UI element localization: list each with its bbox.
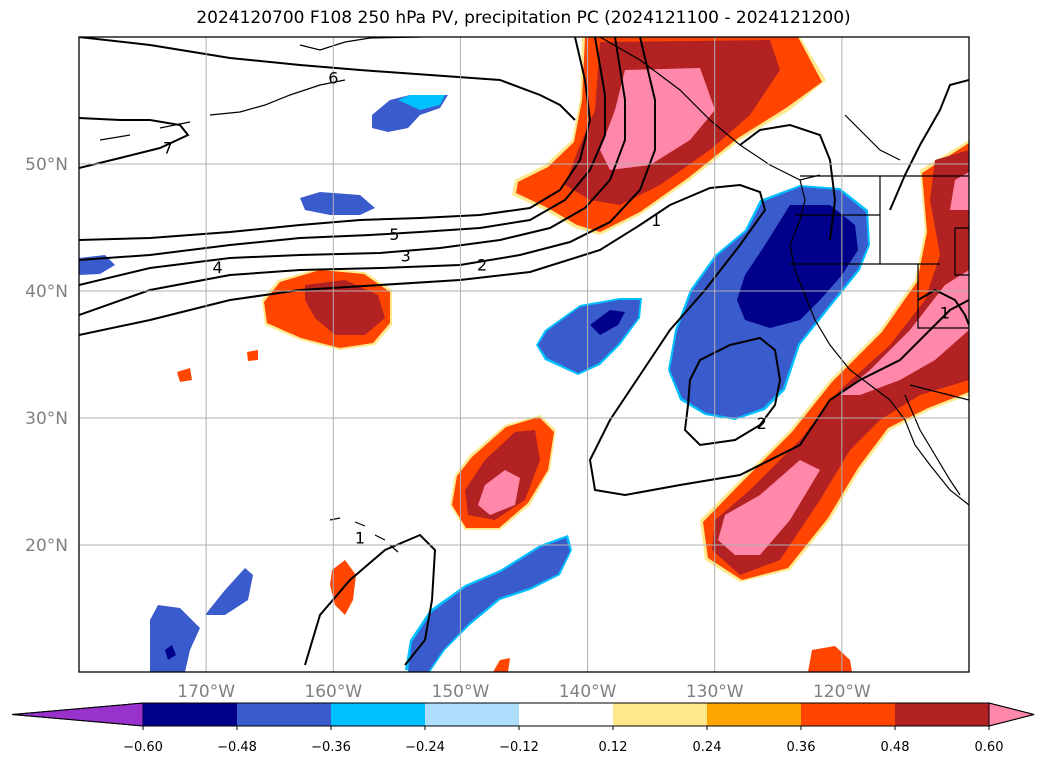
pv-contour-3 <box>79 37 626 286</box>
colorbar-tick-label: −0.12 <box>499 740 539 755</box>
positive-anomaly-dot-1 <box>177 368 192 382</box>
pv-contour-1-north <box>739 123 837 241</box>
pv-contour-7 <box>79 117 190 169</box>
colorbar-extend-min <box>11 702 144 727</box>
negative-anomaly-sw-1 <box>150 605 200 672</box>
colorbar-tick-label: −0.60 <box>123 740 163 755</box>
contour-label: 4 <box>212 258 222 277</box>
contour-label: 7 <box>163 138 173 157</box>
colorbar: −0.60 −0.48 −0.36 −0.24 −0.12 0.12 0.24 0.36 0.4… <box>11 702 1035 755</box>
precipitation-shading <box>79 37 969 672</box>
pv-contour-6 <box>79 37 576 121</box>
colorbar-tick-label: 0.36 <box>787 740 816 755</box>
contour-label: 5 <box>389 225 399 244</box>
colorbar-tick-label: 0.12 <box>599 740 628 755</box>
north-america-west-coast <box>789 179 969 506</box>
nevada-border <box>917 264 969 329</box>
negative-anomaly-offshore-oregon-inner <box>737 205 858 328</box>
longitude-tick-labels: 170°W 160°W 150°W 140°W 130°W 120°W <box>177 682 871 702</box>
negative-anomaly-sw-1-inner <box>165 645 176 660</box>
positive-anomaly-california-plume-peak <box>950 172 969 210</box>
lat-tick-label: 50°N <box>25 155 68 175</box>
contour-label: 3 <box>401 246 411 265</box>
lon-tick-label: 150°W <box>432 682 490 702</box>
lat-lon-grid <box>79 37 969 672</box>
colorbar-segment <box>331 703 426 726</box>
lat-tick-label: 30°N <box>25 409 68 429</box>
contour-labels: 6 7 5 4 3 2 1 2 1 1 <box>163 69 950 548</box>
negative-anomaly-sw-2 <box>205 568 253 615</box>
colorbar-tick-label: −0.48 <box>217 740 257 755</box>
positive-anomaly-california-plume-peak-3 <box>718 460 820 555</box>
pv-contour-1-east <box>917 288 969 326</box>
positive-anomaly-alaska-plume-peak <box>600 68 715 170</box>
contour-label: 2 <box>477 255 487 274</box>
colorbar-tick-label: 0.60 <box>975 740 1004 755</box>
mexico-border <box>909 384 969 401</box>
positive-anomaly-subtropical-1-peak <box>478 470 520 515</box>
positive-anomaly-california-plume-inner <box>712 150 969 575</box>
colorbar-tick-label: −0.24 <box>405 740 445 755</box>
rockies-border <box>954 227 969 276</box>
map-title: 2024120700 F108 250 hPa PV, precipitatio… <box>196 8 851 28</box>
pv-contour-1-ne <box>889 79 969 211</box>
negative-anomaly-aleutian-edge <box>398 95 445 110</box>
contour-label: 1 <box>651 211 661 230</box>
positive-anomaly-dot-2 <box>247 350 258 361</box>
map-frame <box>78 36 970 673</box>
colorbar-segment <box>425 703 520 726</box>
pv-contour-1-south <box>304 533 437 666</box>
lon-tick-label: 120°W <box>813 682 871 702</box>
lon-tick-label: 140°W <box>559 682 617 702</box>
contour-label: 6 <box>328 69 338 88</box>
colorbar-segment <box>895 703 990 726</box>
lat-tick-label: 20°N <box>25 536 68 556</box>
colorbar-segment <box>707 703 802 726</box>
hawaiian-islands <box>329 517 399 553</box>
positive-anomaly-south-edge <box>808 646 852 672</box>
contour-label: 1 <box>355 528 365 547</box>
negative-anomaly-midlat-1 <box>300 192 375 215</box>
colorbar-segment <box>613 703 708 726</box>
colorbar-tick-label: 0.24 <box>693 740 722 755</box>
aleutian-islands <box>99 79 346 141</box>
canada-inland-boundary <box>844 114 901 161</box>
lat-tick-label: 40°N <box>25 282 68 302</box>
map-plot-area: 6 7 5 4 3 2 1 2 1 1 <box>79 37 969 672</box>
contour-label: 1 <box>940 304 950 323</box>
pv-contour-2-closed <box>683 336 782 447</box>
colorbar-segment <box>143 703 238 726</box>
colorbar-tick-label: 0.48 <box>881 740 910 755</box>
lon-tick-label: 160°W <box>304 682 362 702</box>
lon-tick-label: 130°W <box>686 682 744 702</box>
positive-anomaly-central-pacific-1-inner <box>305 280 385 335</box>
pv-contour-2 <box>79 37 656 316</box>
colorbar-extend-max <box>988 702 1035 727</box>
colorbar-tick-label: −0.36 <box>311 740 351 755</box>
pv-contour-4 <box>79 37 606 261</box>
positive-anomaly-south-edge-2 <box>493 658 510 672</box>
contour-label: 2 <box>757 414 767 433</box>
colorbar-segment <box>237 703 332 726</box>
negative-anomaly-subtropical-band-core <box>408 538 570 672</box>
colorbar-segment <box>801 703 896 726</box>
pv-contour-5 <box>79 37 592 241</box>
negative-anomaly-140w-inner <box>590 310 625 335</box>
alaska-coastline <box>299 37 421 51</box>
latitude-tick-labels: 50°N 40°N 30°N 20°N <box>25 155 68 556</box>
colorbar-segment <box>519 703 614 726</box>
lon-tick-label: 170°W <box>177 682 235 702</box>
positive-anomaly-california-plume-peak-2 <box>840 270 969 395</box>
